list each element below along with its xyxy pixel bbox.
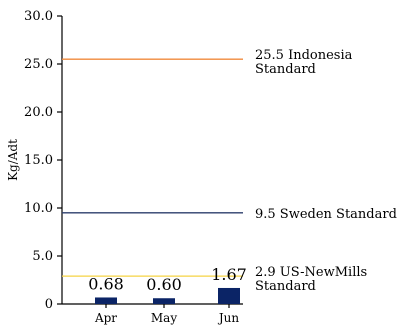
x-tick-label: May: [151, 311, 177, 325]
y-tick-label: 5.0: [32, 249, 53, 264]
x-tick-label: Apr: [94, 311, 117, 325]
y-tick-label: 30.0: [24, 9, 53, 24]
reference-line-label: Standard: [255, 62, 316, 77]
y-axis-title: Kg/Adt: [6, 139, 20, 181]
y-tick-label: 25.0: [24, 57, 53, 72]
reference-line-label: 9.5 Sweden Standard: [255, 207, 397, 222]
y-tick-label: 15.0: [24, 153, 53, 168]
bar-apr: [95, 297, 117, 304]
y-tick-label: 10.0: [24, 201, 53, 216]
bar-value-label: 0.68: [88, 274, 124, 293]
reference-line-label: 25.5 Indonesia: [255, 48, 353, 63]
bar-value-label: 1.67: [211, 265, 247, 284]
y-tick-label: 20.0: [24, 105, 53, 120]
reference-line-label: 2.9 US-NewMills: [255, 265, 367, 280]
bar-value-label: 0.60: [146, 275, 182, 294]
reference-line-label: Standard: [255, 279, 316, 294]
y-tick-label: 0: [45, 297, 53, 312]
bar-jun: [218, 287, 240, 304]
x-tick-label: Jun: [217, 311, 240, 325]
bar-may: [153, 298, 175, 304]
